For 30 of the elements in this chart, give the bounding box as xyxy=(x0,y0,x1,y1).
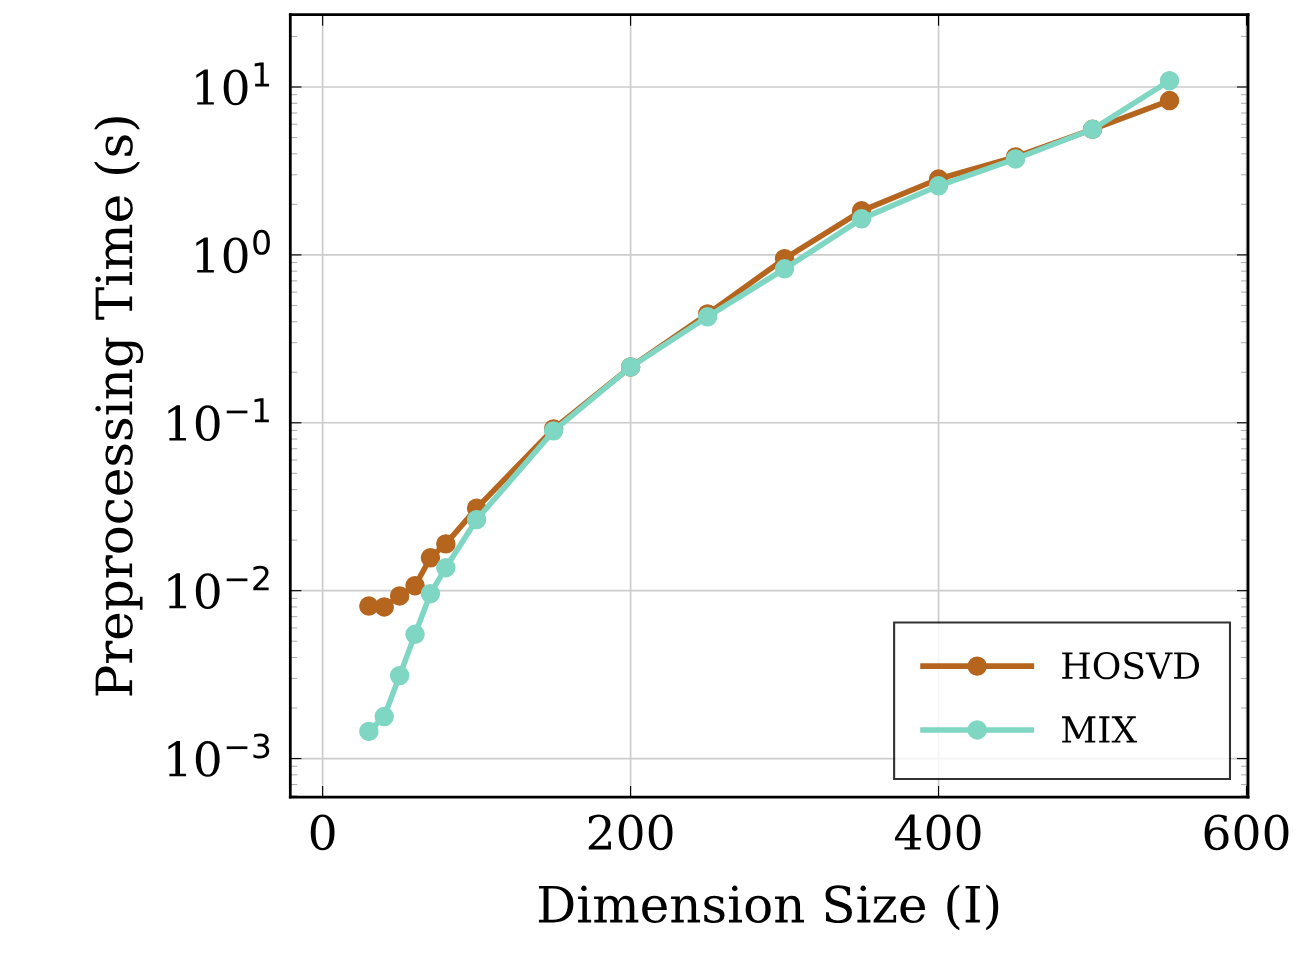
y-tick-label: 10$^{0}$ xyxy=(196,229,270,274)
x-tick-label: 400 xyxy=(894,814,981,851)
y-tick-label: 10$^{−3}$ xyxy=(168,733,270,777)
x-tick-label: 200 xyxy=(588,814,673,851)
legend-label: MIX xyxy=(1062,716,1138,743)
point xyxy=(420,548,441,568)
point xyxy=(436,557,456,578)
x-tick-label: 0 xyxy=(310,814,335,851)
point xyxy=(466,509,487,530)
x-axis-title: Dimension Size (I) xyxy=(538,884,999,931)
point xyxy=(1159,90,1180,111)
y-axis-title: Preprocessing Time (s) xyxy=(94,117,144,696)
y-tick-label: 10$^{1}$ xyxy=(196,62,270,106)
point xyxy=(374,706,394,727)
y-tick-label: 10$^{−1}$ xyxy=(168,398,269,442)
point xyxy=(374,597,394,617)
point xyxy=(1159,70,1180,91)
point xyxy=(851,209,872,229)
point xyxy=(420,583,441,604)
point xyxy=(436,534,456,554)
x-tick-label: 600 xyxy=(1204,814,1289,851)
point xyxy=(928,176,949,196)
point xyxy=(405,576,425,596)
point xyxy=(389,586,410,606)
point xyxy=(389,665,410,686)
point xyxy=(774,259,795,279)
point xyxy=(359,721,379,742)
y-tick-label: 10$^{−2}$ xyxy=(168,565,269,609)
legend-label: HOSVD xyxy=(1062,651,1200,680)
point xyxy=(405,624,425,644)
